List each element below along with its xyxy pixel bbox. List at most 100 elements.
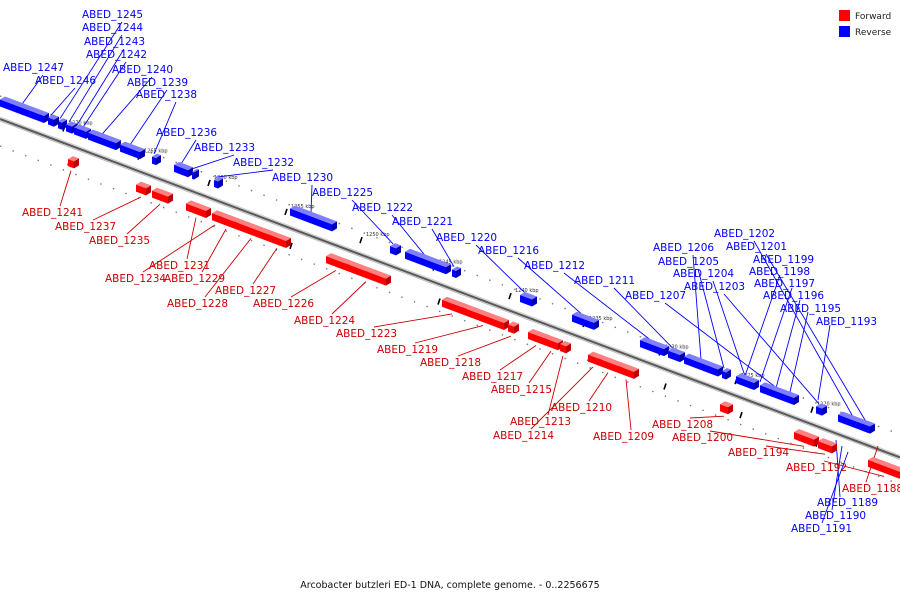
gene-ABED_1241[interactable] [68, 156, 79, 169]
gene-ABED_1203[interactable] [816, 403, 827, 416]
gene-ABED_1246[interactable] [48, 114, 59, 127]
gene-ABED_1212[interactable] [640, 337, 669, 357]
gene-ABED_1224[interactable] [346, 260, 391, 286]
gene-ABED_1235[interactable] [152, 187, 173, 204]
gene-ABED_1227[interactable] [268, 231, 291, 249]
gene-ABED_1209[interactable] [618, 362, 639, 379]
gene-ABED_1200[interactable] [794, 429, 819, 447]
gene-label-abed_1238[interactable]: ABED_1238 [136, 89, 197, 101]
gene-label-abed_1224[interactable]: ABED_1224 [294, 315, 355, 327]
gene-label-abed_1231[interactable]: ABED_1231 [149, 260, 210, 272]
gene-label-abed_1211[interactable]: ABED_1211 [574, 275, 635, 287]
gene-ABED_1216[interactable] [572, 311, 599, 330]
gene-label-abed_1233[interactable]: ABED_1233 [194, 142, 255, 154]
gene-ABED_1225[interactable] [390, 243, 401, 256]
gene-ABED_1220[interactable] [520, 292, 537, 307]
gene-label-abed_1215[interactable]: ABED_1215 [491, 384, 552, 396]
gene-ABED_1204[interactable] [736, 373, 759, 391]
gene-ABED_1218[interactable] [508, 321, 519, 334]
gene-label-abed_1216[interactable]: ABED_1216 [478, 245, 539, 257]
gene-label-abed_1195[interactable]: ABED_1195 [780, 303, 841, 315]
gene-label-abed_1245[interactable]: ABED_1245 [82, 9, 143, 21]
gene-label-abed_1200[interactable]: ABED_1200 [672, 432, 733, 444]
gene-label-abed_1213[interactable]: ABED_1213 [510, 416, 571, 428]
gene-label-abed_1232[interactable]: ABED_1232 [233, 157, 294, 169]
position-tick-label: 1250 kbp [366, 232, 390, 238]
gene-label-abed_1212[interactable]: ABED_1212 [524, 260, 585, 272]
gene-label-abed_1242[interactable]: ABED_1242 [86, 49, 147, 61]
gene-label-abed_1217[interactable]: ABED_1217 [462, 371, 523, 383]
gene-label-abed_1234[interactable]: ABED_1234 [105, 273, 166, 285]
gene-label-abed_1205[interactable]: ABED_1205 [658, 256, 719, 268]
gene-label-abed_1203[interactable]: ABED_1203 [684, 281, 745, 293]
gene-ABED_1240[interactable] [88, 129, 121, 151]
gene-ABED_1237[interactable] [136, 181, 151, 196]
gene-label-abed_1239[interactable]: ABED_1239 [127, 77, 188, 89]
gene-label-abed_1188[interactable]: ABED_1188 [842, 483, 900, 495]
gene-label-abed_1191[interactable]: ABED_1191 [791, 523, 852, 535]
gene-label-abed_1228[interactable]: ABED_1228 [167, 298, 228, 310]
gene-label-abed_1201[interactable]: ABED_1201 [726, 241, 787, 253]
gene-ABED_1236[interactable] [174, 161, 193, 178]
gene-ABED_1207[interactable] [760, 382, 799, 406]
gene-ABED_1221[interactable] [452, 266, 461, 278]
gene-label-abed_1218[interactable]: ABED_1218 [420, 357, 481, 369]
gene-ABED_1206[interactable] [684, 353, 723, 377]
gene-label-abed_1208[interactable]: ABED_1208 [652, 419, 713, 431]
gene-ABED_1247[interactable] [0, 96, 49, 124]
gene-ABED_1205[interactable] [722, 367, 731, 380]
gene-label-abed_1240[interactable]: ABED_1240 [112, 64, 173, 76]
gene-label-abed_1204[interactable]: ABED_1204 [673, 268, 734, 280]
gene-ABED_1219[interactable] [462, 304, 509, 331]
gene-label-abed_1244[interactable]: ABED_1244 [82, 22, 143, 34]
gene-ABED_1232[interactable] [214, 176, 223, 189]
gene-ABED_1194[interactable] [818, 438, 837, 454]
gene-label-abed_1192[interactable]: ABED_1192 [786, 462, 847, 474]
gene-label-abed_1220[interactable]: ABED_1220 [436, 232, 497, 244]
gene-ABED_1233[interactable] [192, 168, 199, 180]
gene-ABED_1222[interactable] [405, 248, 451, 275]
gene-label-abed_1241[interactable]: ABED_1241 [22, 207, 83, 219]
gene-ABED_1211[interactable] [668, 347, 685, 363]
gene-label-abed_1235[interactable]: ABED_1235 [89, 235, 150, 247]
gene-label-abed_1243[interactable]: ABED_1243 [84, 36, 145, 48]
gene-label-abed_1210[interactable]: ABED_1210 [551, 402, 612, 414]
gene-label-abed_1206[interactable]: ABED_1206 [653, 242, 714, 254]
gene-ABED_1208[interactable] [720, 401, 733, 415]
gene-ABED_1213[interactable] [560, 341, 571, 354]
gene-label-abed_1237[interactable]: ABED_1237 [55, 221, 116, 233]
gene-label-abed_1225[interactable]: ABED_1225 [312, 187, 373, 199]
gene-label-abed_1193[interactable]: ABED_1193 [816, 316, 877, 328]
gene-ABED_1230[interactable] [290, 205, 337, 232]
gene-ABED_1239[interactable] [120, 141, 145, 160]
gene-label-abed_1207[interactable]: ABED_1207 [625, 290, 686, 302]
gene-ABED_1231[interactable] [186, 200, 211, 218]
gene-label-abed_1214[interactable]: ABED_1214 [493, 430, 554, 442]
gene-ABED_1245[interactable] [58, 118, 67, 130]
gene-label-abed_1219[interactable]: ABED_1219 [377, 344, 438, 356]
gene-ABED_1201[interactable] [862, 420, 875, 434]
gene-label-abed_1229[interactable]: ABED_1229 [164, 273, 225, 285]
gene-label-abed_1236[interactable]: ABED_1236 [156, 127, 217, 139]
gene-label-abed_1209[interactable]: ABED_1209 [593, 431, 654, 443]
gene-label-abed_1197[interactable]: ABED_1197 [754, 278, 815, 290]
gene-ABED_1192[interactable] [868, 456, 900, 479]
gene-label-abed_1189[interactable]: ABED_1189 [817, 497, 878, 509]
position-tick-label: 1265 kbp [144, 149, 168, 155]
gene-label-abed_1222[interactable]: ABED_1222 [352, 202, 413, 214]
gene-label-abed_1198[interactable]: ABED_1198 [749, 266, 810, 278]
gene-label-abed_1221[interactable]: ABED_1221 [392, 216, 453, 228]
gene-label-abed_1247[interactable]: ABED_1247 [3, 62, 64, 74]
legend-reverse-label: Reverse [855, 28, 892, 38]
gene-label-abed_1190[interactable]: ABED_1190 [805, 510, 866, 522]
gene-label-abed_1223[interactable]: ABED_1223 [336, 328, 397, 340]
gene-label-abed_1226[interactable]: ABED_1226 [253, 298, 314, 310]
gene-label-abed_1230[interactable]: ABED_1230 [272, 172, 333, 184]
gene-label-abed_1199[interactable]: ABED_1199 [753, 254, 814, 266]
gene-label-abed_1196[interactable]: ABED_1196 [763, 290, 824, 302]
gene-label-abed_1194[interactable]: ABED_1194 [728, 447, 789, 459]
gene-label-abed_1246[interactable]: ABED_1246 [35, 75, 96, 87]
gene-label-abed_1227[interactable]: ABED_1227 [215, 285, 276, 297]
gene-label-abed_1202[interactable]: ABED_1202 [714, 228, 775, 240]
gene-ABED_1238[interactable] [152, 153, 161, 166]
